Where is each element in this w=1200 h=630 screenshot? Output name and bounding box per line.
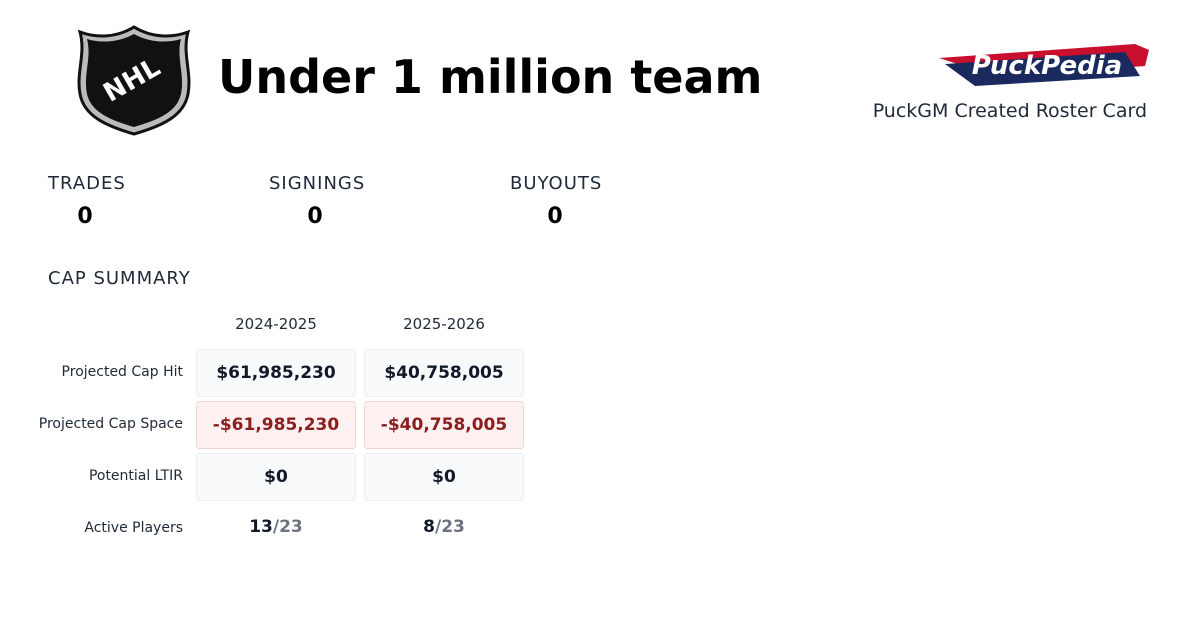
cap-cell: $61,985,230 — [196, 349, 356, 397]
title: Under 1 million team — [218, 50, 763, 104]
active-players: 8/23 — [364, 517, 524, 537]
row-label: Potential LTIR — [88, 468, 183, 484]
cap-cell: -$61,985,230 — [196, 401, 356, 449]
active-max: /23 — [434, 517, 465, 537]
column-header: 2025-2026 — [403, 315, 485, 333]
subtitle: PuckGM Created Roster Card — [872, 100, 1147, 122]
stat-label: TRADES — [48, 173, 126, 194]
cap-cell: $0 — [364, 453, 524, 501]
row-label: Active Players — [84, 520, 183, 536]
active-count: 13 — [249, 517, 273, 537]
cap-cell: -$40,758,005 — [364, 401, 524, 449]
stat-value: 0 — [77, 204, 93, 229]
section-title: CAP SUMMARY — [48, 268, 191, 289]
stat-label: SIGNINGS — [269, 173, 366, 194]
stat-value: 0 — [547, 204, 563, 229]
cap-cell: $0 — [196, 453, 356, 501]
row-label: Projected Cap Hit — [61, 364, 183, 380]
column-header: 2024-2025 — [235, 315, 317, 333]
cap-cell: $40,758,005 — [364, 349, 524, 397]
row-label: Projected Cap Space — [38, 416, 183, 432]
active-count: 8 — [423, 517, 435, 537]
brand-logo-text: PuckPedia — [972, 51, 1122, 81]
active-players: 13/23 — [196, 517, 356, 537]
stat-label: BUYOUTS — [510, 173, 603, 194]
nhl-logo: NHL — [77, 25, 191, 136]
active-max: /23 — [272, 517, 303, 537]
stat-value: 0 — [307, 204, 323, 229]
brand-logo: PuckPedia — [939, 44, 1149, 86]
